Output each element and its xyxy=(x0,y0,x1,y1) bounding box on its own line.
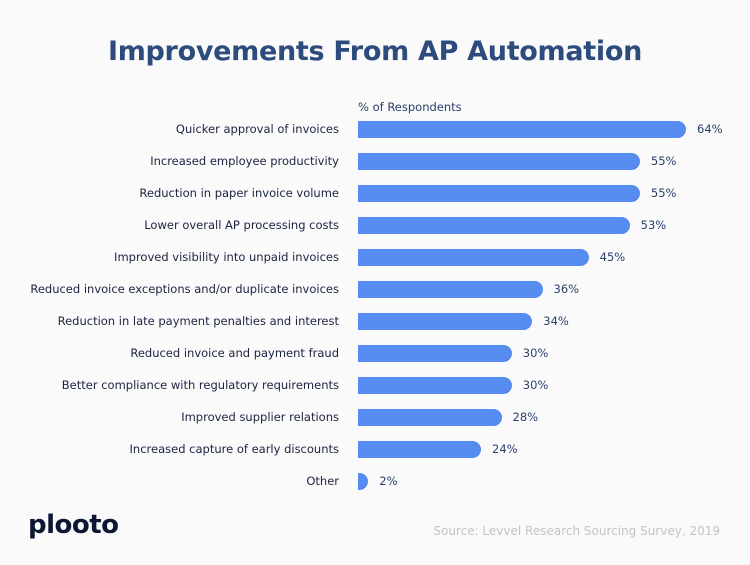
category-label: Reduced invoice and payment fraud xyxy=(130,346,339,360)
source-note: Source: Levvel Research Sourcing Survey,… xyxy=(433,524,720,538)
value-label: 2% xyxy=(379,474,398,488)
plooto-logo: plooto xyxy=(28,510,119,540)
bar xyxy=(358,121,686,138)
bar xyxy=(358,345,512,362)
category-label: Reduction in late payment penalties and … xyxy=(57,314,339,328)
value-label: 28% xyxy=(512,410,539,424)
category-label: Increased employee productivity xyxy=(150,154,339,168)
category-label: Improved visibility into unpaid invoices xyxy=(114,250,339,264)
bar xyxy=(358,409,502,426)
category-label: Lower overall AP processing costs xyxy=(144,218,339,232)
bar xyxy=(358,249,589,266)
bar xyxy=(358,473,369,490)
value-label: 24% xyxy=(492,442,518,456)
value-label: 45% xyxy=(599,250,626,264)
bar xyxy=(358,313,533,330)
bar xyxy=(358,185,640,202)
axis-label: % of Respondents xyxy=(358,100,462,114)
value-label: 30% xyxy=(522,378,549,392)
chart-title: Improvements From AP Automation xyxy=(107,36,643,67)
category-label: Better compliance with regulatory requir… xyxy=(61,378,339,392)
bar xyxy=(358,441,481,458)
value-label: 34% xyxy=(543,314,569,328)
bar xyxy=(358,153,640,170)
category-label: Quicker approval of invoices xyxy=(175,122,339,136)
category-label: Increased capture of early discounts xyxy=(129,442,339,456)
value-label: 55% xyxy=(650,154,677,168)
value-label: 53% xyxy=(640,218,667,232)
category-label: Other xyxy=(306,474,339,488)
category-label: Reduction in paper invoice volume xyxy=(139,186,339,200)
category-label: Reduced invoice exceptions and/or duplic… xyxy=(30,282,339,296)
value-label: 36% xyxy=(553,282,580,296)
bar xyxy=(358,281,543,298)
value-label: 55% xyxy=(650,186,677,200)
value-label: 30% xyxy=(522,346,549,360)
category-label: Improved supplier relations xyxy=(181,410,339,424)
value-label: 64% xyxy=(697,122,723,136)
bar xyxy=(358,377,512,394)
bar xyxy=(358,217,630,234)
